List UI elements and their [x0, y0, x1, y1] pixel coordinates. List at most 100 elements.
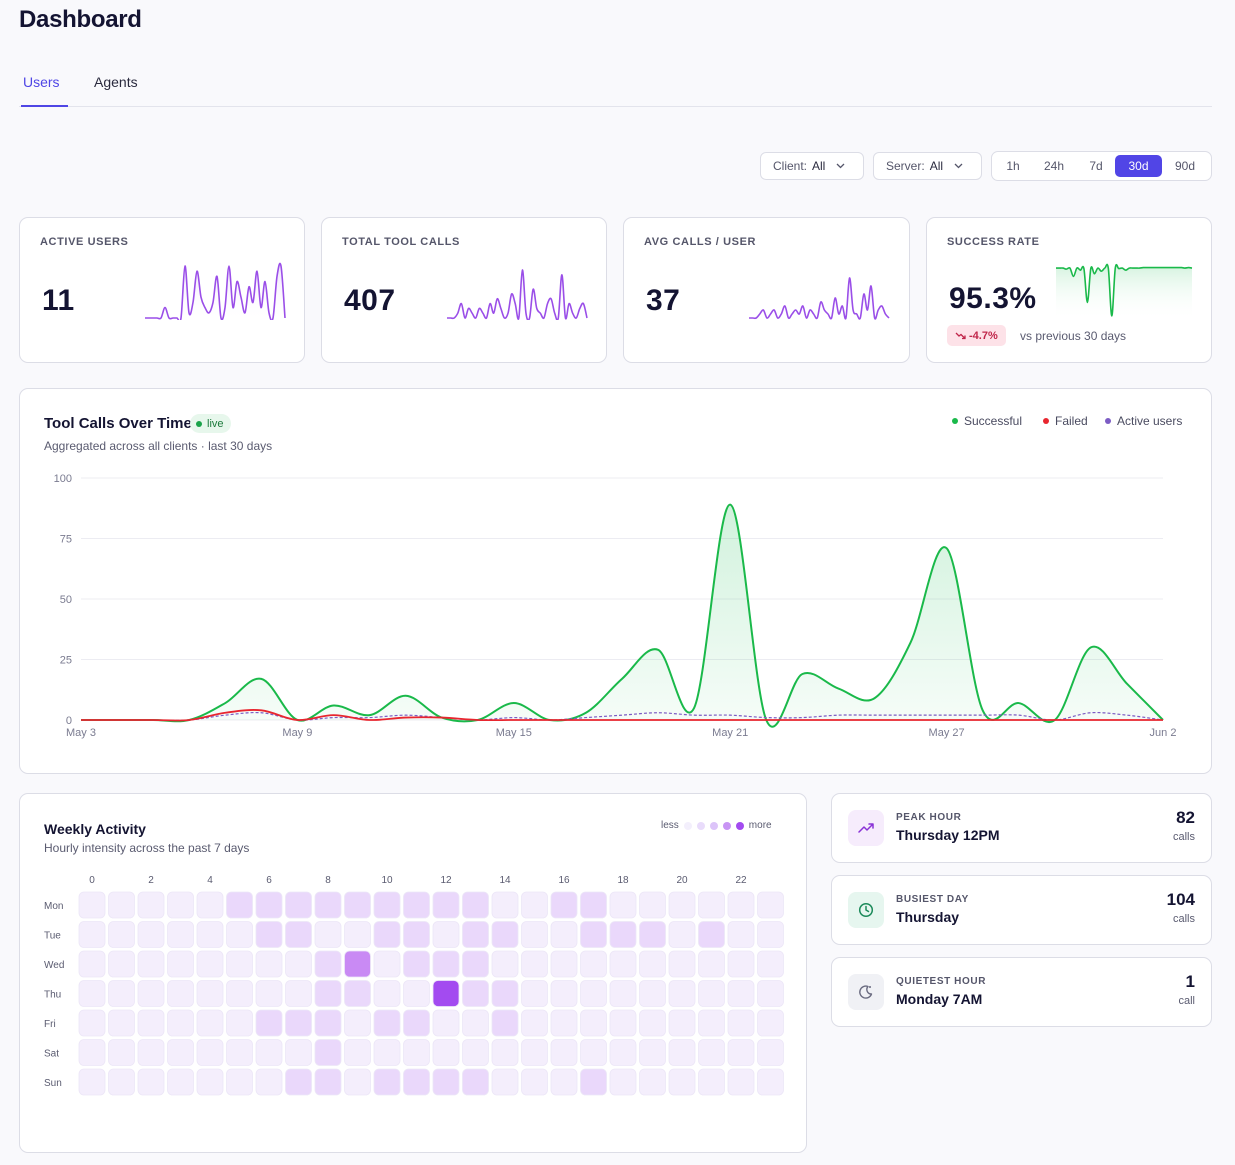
heatmap-cell	[137, 980, 165, 1007]
sparkline-area	[447, 269, 587, 320]
heatmap-cell	[580, 1039, 607, 1066]
server-filter-dropdown[interactable]: Server: All	[873, 152, 982, 180]
heatmap-cell	[757, 1068, 784, 1096]
tab-users[interactable]: Users	[23, 74, 60, 90]
heatmap-hour-label: 20	[676, 875, 688, 886]
heatmap-cell	[78, 1039, 106, 1066]
y-tick-label: 75	[60, 534, 72, 546]
heatmap-cell	[757, 891, 784, 919]
range-7d-button[interactable]: 7d	[1089, 159, 1103, 173]
heatmap-cell	[167, 1039, 194, 1066]
x-tick-label: May 21	[712, 727, 748, 739]
heatmap-day-label: Sun	[44, 1078, 62, 1089]
heatmap-cell	[727, 980, 755, 1007]
heatmap-cell	[521, 921, 548, 948]
heatmap-cell	[78, 1009, 106, 1037]
heatmap-cell	[609, 891, 637, 919]
chevron-down-icon	[836, 163, 845, 169]
live-badge: live	[190, 414, 231, 433]
heatmap-cell	[550, 1068, 578, 1096]
heatmap-cell	[373, 921, 401, 948]
legend-successful[interactable]: Successful	[952, 414, 1022, 428]
live-label: live	[207, 417, 224, 430]
heatmap-cell	[403, 1068, 430, 1096]
heatmap-cell	[196, 921, 224, 948]
range-24h-button[interactable]: 24h	[1043, 159, 1065, 173]
heatmap-cell	[668, 891, 696, 919]
range-30d-button[interactable]: 30d	[1115, 155, 1162, 177]
client-filter-dropdown[interactable]: Client: All	[760, 152, 864, 180]
sparkline-line	[1056, 263, 1193, 317]
heatmap-cell	[196, 1068, 224, 1096]
legend-swatch	[952, 418, 958, 424]
heatmap-cell	[491, 1068, 519, 1096]
heatmap-cell	[285, 950, 312, 978]
legend-failed[interactable]: Failed	[1043, 414, 1088, 428]
heatmap-cell	[609, 1009, 637, 1037]
client-filter-value: All	[812, 159, 826, 173]
heatmap-cell	[373, 1068, 401, 1096]
heatmap-cell	[137, 891, 165, 919]
heatmap-cell	[78, 980, 106, 1007]
range-90d-button[interactable]: 90d	[1174, 159, 1196, 173]
heatmap-cell	[78, 891, 106, 919]
stat-card-busiest-day: BUSIEST DAY Thursday 104 calls	[831, 875, 1212, 945]
heatmap-cell	[698, 891, 725, 919]
heatmap-cell	[521, 980, 548, 1007]
legend-less-label: less	[661, 820, 679, 831]
heatmap-cell	[668, 980, 696, 1007]
x-tick-label: May 15	[496, 727, 532, 739]
heatmap-cell	[580, 1068, 607, 1096]
stat-number: 104	[1166, 890, 1195, 909]
heatmap-cell	[344, 891, 371, 919]
heatmap-cell	[285, 1039, 312, 1066]
heatmap-cell	[78, 921, 106, 948]
heatmap-day-label: Tue	[44, 931, 61, 942]
sparkline-area	[749, 277, 889, 320]
stat-value: Monday 7AM	[896, 991, 983, 1007]
legend-label: Failed	[1055, 414, 1088, 428]
heatmap-cell	[462, 1068, 489, 1096]
heatmap-cell	[403, 921, 430, 948]
kpi-value: 37	[646, 284, 681, 317]
heatmap-cell	[285, 980, 312, 1007]
stat-card-quietest-hour: QUIETEST HOUR Monday 7AM 1 call	[831, 957, 1212, 1027]
heatmap-cell	[639, 980, 666, 1007]
heatmap-hour-label: 4	[207, 875, 213, 886]
server-filter-label: Server:	[886, 159, 925, 173]
sparkline-area	[1056, 264, 1192, 320]
range-1h-button[interactable]: 1h	[1006, 159, 1020, 173]
heatmap-cell	[373, 891, 401, 919]
time-range-selector: 1h 24h 7d 30d 90d	[991, 151, 1212, 181]
delta-note: vs previous 30 days	[1020, 329, 1127, 343]
heatmap-cell	[727, 1009, 755, 1037]
heatmap-hour-label: 16	[558, 875, 570, 886]
heatmap-hour-label: 18	[617, 875, 629, 886]
y-tick-label: 100	[54, 473, 72, 485]
heatmap-cell	[609, 980, 637, 1007]
heatmap-cell	[403, 980, 430, 1007]
heatmap-hour-label: 14	[499, 875, 511, 886]
y-tick-label: 50	[60, 594, 72, 606]
heatmap-cell	[344, 980, 371, 1007]
heatmap-cell	[314, 1009, 342, 1037]
heatmap-cell	[521, 950, 548, 978]
kpi-value: 11	[42, 284, 75, 317]
heatmap-cell	[373, 1039, 401, 1066]
heatmap-cell	[491, 980, 519, 1007]
heatmap-cell	[432, 980, 460, 1007]
heatmap-cell	[639, 1039, 666, 1066]
heatmap-cell	[668, 1009, 696, 1037]
heatmap-day-label: Wed	[44, 960, 64, 971]
heatmap-cell	[432, 950, 460, 978]
delta-value: -4.7%	[969, 329, 998, 342]
heatmap-cell	[226, 1009, 253, 1037]
heatmap-day-label: Fri	[44, 1019, 56, 1030]
heatmap-cell	[580, 1009, 607, 1037]
sparkline-line	[748, 277, 890, 320]
avg-calls-sparkline	[748, 277, 890, 320]
tab-agents[interactable]: Agents	[94, 74, 138, 90]
heatmap-cell	[757, 1009, 784, 1037]
legend-active-users[interactable]: Active users	[1105, 414, 1182, 428]
kpi-label: AVG CALLS / USER	[644, 236, 757, 248]
